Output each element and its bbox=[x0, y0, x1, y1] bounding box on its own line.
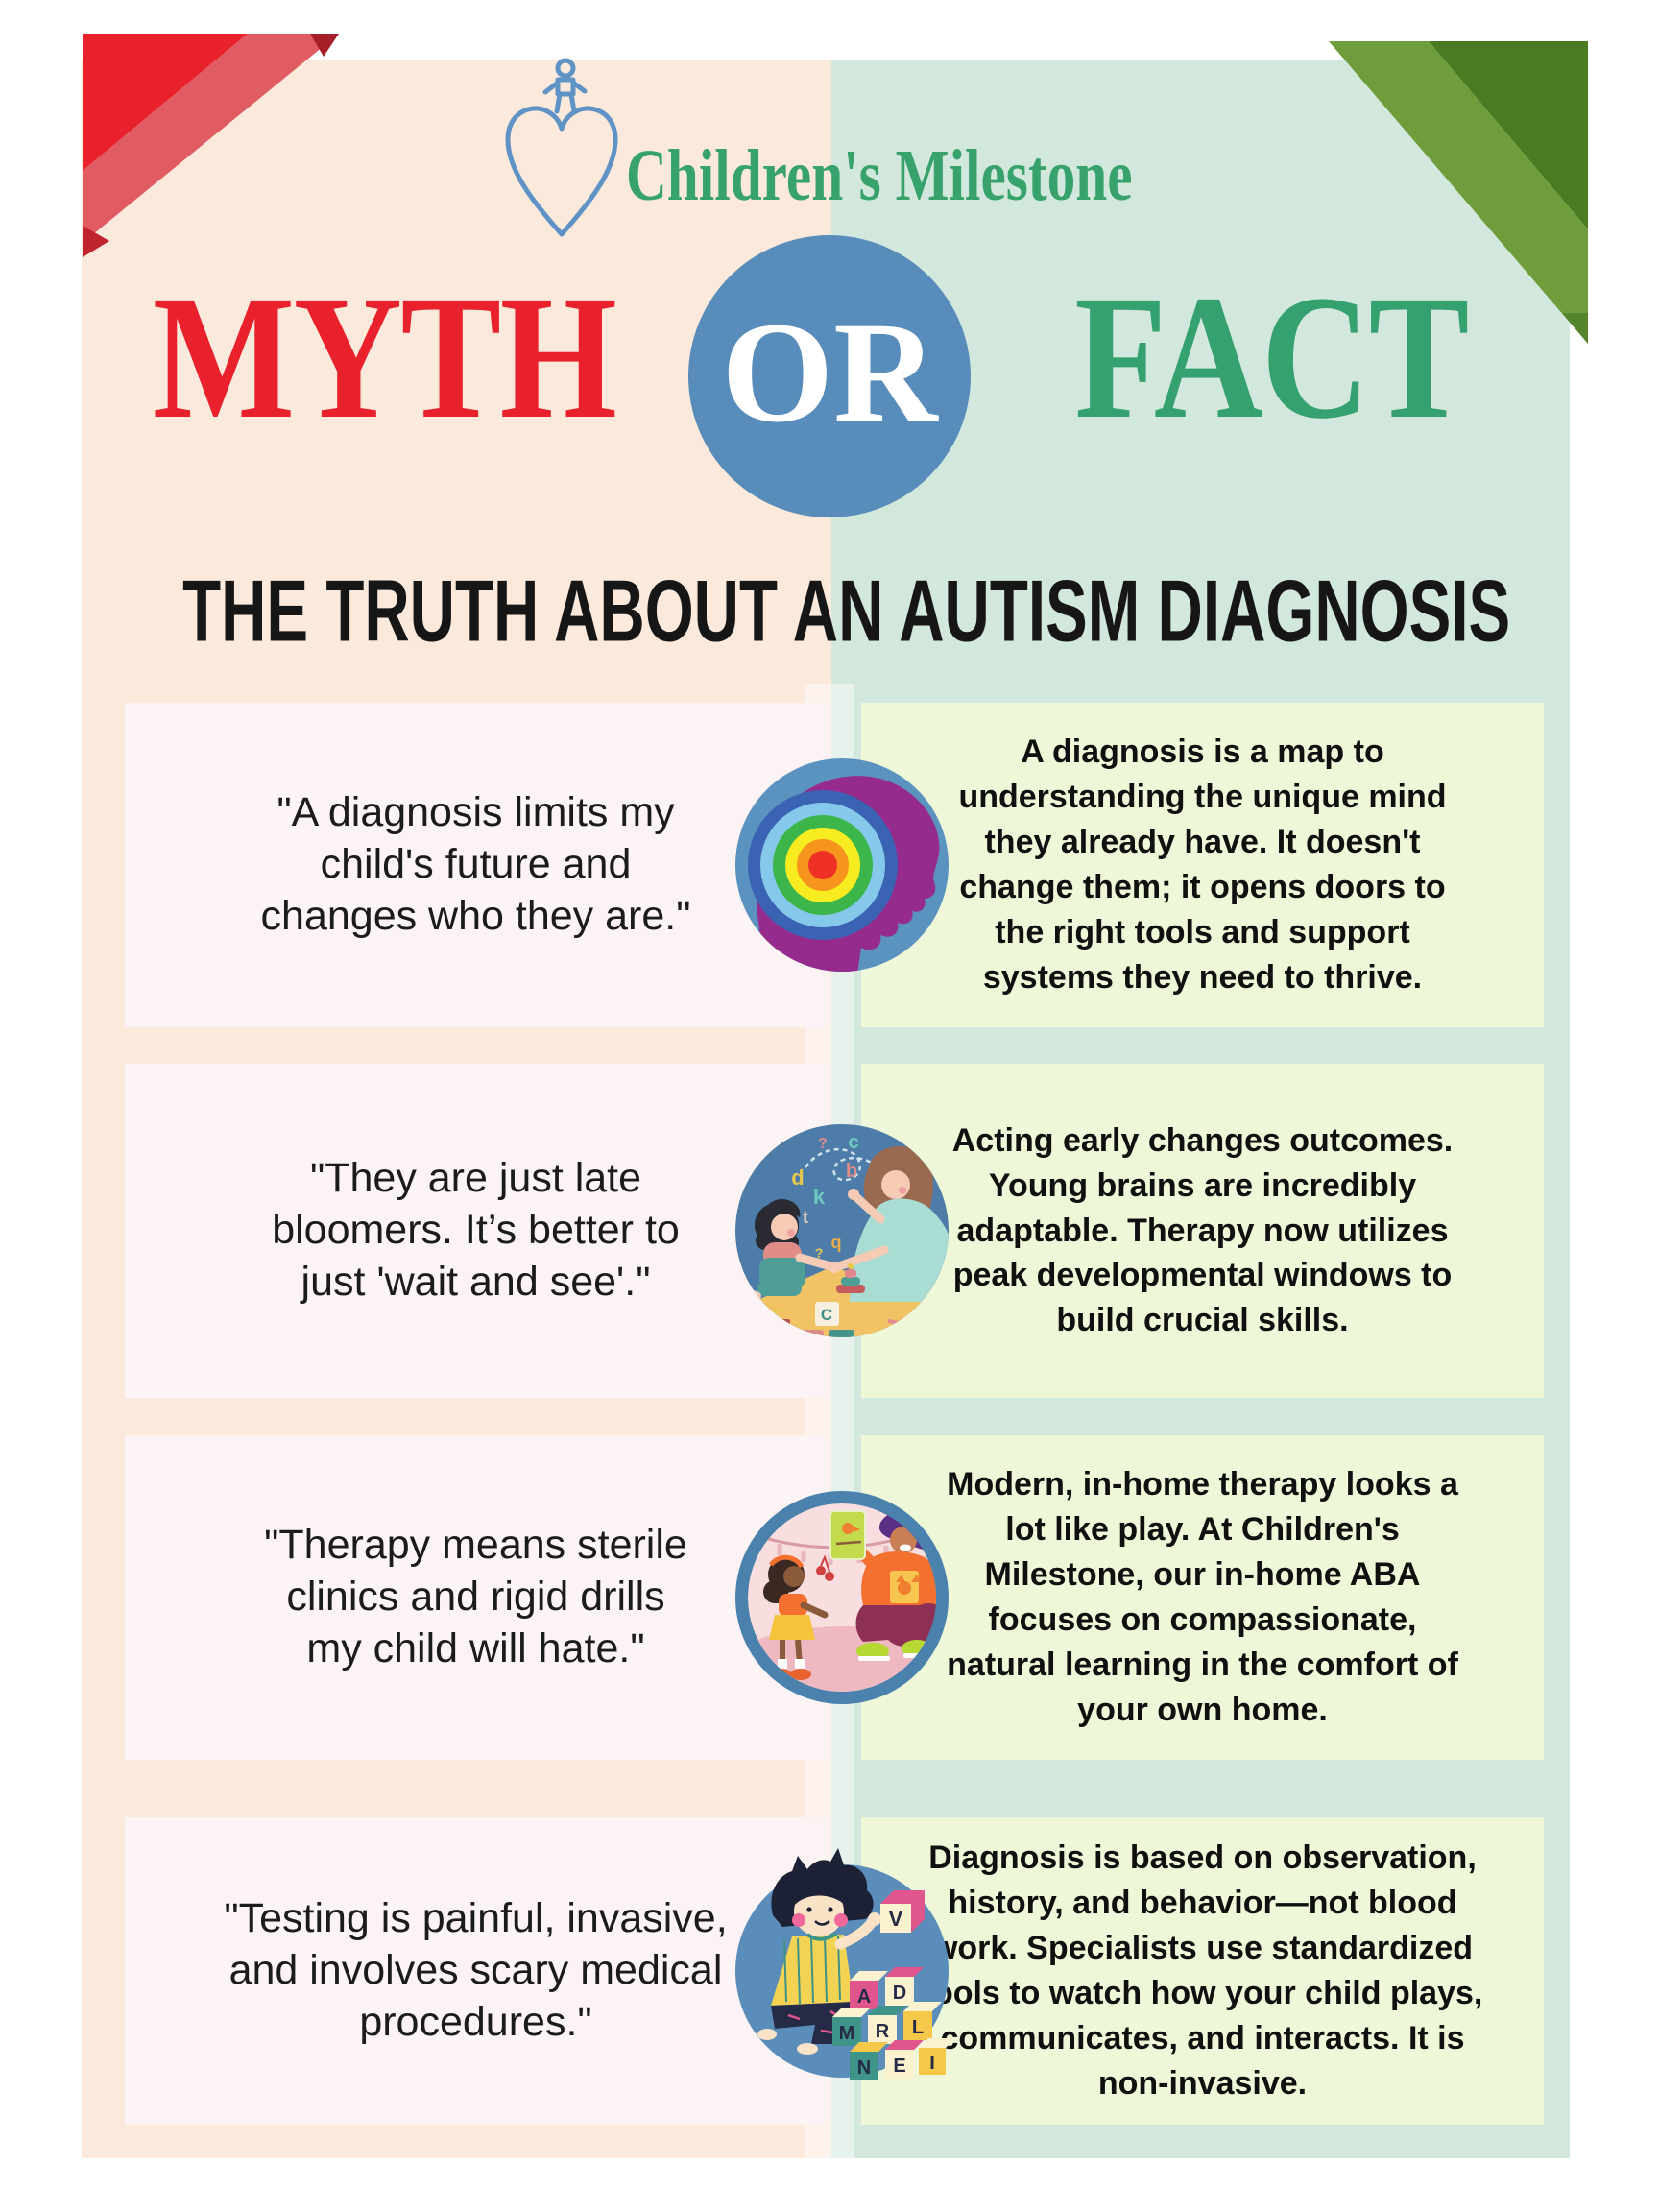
rainbow-brain-head-illustration bbox=[735, 758, 949, 972]
green-corner-ribbon bbox=[1329, 41, 1588, 344]
myth-quote-text: "A diagnosis limits my child's future an… bbox=[260, 789, 691, 939]
fact-text: Modern, in-home therapy looks a lot like… bbox=[947, 1466, 1458, 1728]
fact-card-2: Acting early changes outcomes. Young bra… bbox=[861, 1064, 1544, 1398]
myth-card-3: "Therapy means sterile clinics and rigid… bbox=[125, 1435, 827, 1760]
myth-fact-row-2: "They are just late bloomers. It’s bette… bbox=[0, 1064, 1659, 1398]
svg-text:q: q bbox=[831, 1233, 842, 1252]
myth-fact-row-1: "A diagnosis limits my child's future an… bbox=[0, 703, 1659, 1027]
svg-text:t: t bbox=[803, 1208, 808, 1227]
svg-text:R: R bbox=[876, 2021, 890, 2042]
svg-text:c: c bbox=[848, 1132, 858, 1153]
myth-heading: MYTH bbox=[152, 259, 617, 456]
svg-text:N: N bbox=[857, 2057, 871, 2079]
myth-fact-row-3: "Therapy means sterile clinics and rigid… bbox=[0, 1435, 1659, 1760]
brand-name: Children's Milestone bbox=[626, 135, 1133, 216]
heart-child-icon bbox=[505, 58, 618, 237]
fact-text: Diagnosis is based on observation, histo… bbox=[922, 1839, 1483, 2102]
fact-card-1: A diagnosis is a map to understanding th… bbox=[861, 703, 1544, 1027]
fact-text: Acting early changes outcomes. Young bra… bbox=[951, 1121, 1454, 1339]
or-badge: OR bbox=[688, 235, 971, 517]
svg-text:?: ? bbox=[815, 1245, 824, 1261]
svg-text:C: C bbox=[821, 1306, 832, 1324]
myth-quote-text: "Testing is painful, invasive, and invol… bbox=[224, 1895, 728, 2045]
or-label: OR bbox=[721, 293, 938, 452]
page-title: THE TRUTH ABOUT AN AUTISM DIAGNOSIS bbox=[182, 562, 1511, 660]
svg-text:b: b bbox=[846, 1161, 857, 1182]
svg-text:d: d bbox=[791, 1166, 804, 1190]
fact-text: A diagnosis is a map to understanding th… bbox=[958, 733, 1447, 996]
flashcard-session-illustration bbox=[735, 1491, 949, 1704]
myth-card-1: "A diagnosis limits my child's future an… bbox=[125, 703, 827, 1027]
red-corner-ribbon bbox=[83, 34, 339, 257]
myth-quote-text: "They are just late bloomers. It’s bette… bbox=[272, 1155, 680, 1305]
myth-card-4: "Testing is painful, invasive, and invol… bbox=[125, 1817, 827, 2125]
svg-text:L: L bbox=[912, 2017, 924, 2038]
svg-text:E: E bbox=[893, 2056, 905, 2077]
myth-fact-row-4: "Testing is painful, invasive, and invol… bbox=[0, 1817, 1659, 2125]
boy-alphabet-blocks-illustration: V A D M R L N E bbox=[735, 1848, 955, 2080]
myth-quote-text: "Therapy means sterile clinics and rigid… bbox=[264, 1522, 687, 1671]
svg-text:M: M bbox=[839, 2023, 855, 2044]
svg-text:I: I bbox=[929, 2053, 935, 2074]
fact-card-4: Diagnosis is based on observation, histo… bbox=[861, 1817, 1544, 2125]
myth-card-2: "They are just late bloomers. It’s bette… bbox=[125, 1064, 827, 1398]
therapist-child-play-illustration: ? c d b a k E t q ? bbox=[735, 1124, 949, 1353]
svg-text:A: A bbox=[857, 1986, 871, 2008]
svg-text:B: B bbox=[835, 1334, 847, 1353]
svg-text:D: D bbox=[893, 1983, 906, 2004]
svg-text:A: A bbox=[805, 1334, 816, 1353]
fact-heading: FACT bbox=[1074, 259, 1469, 456]
svg-text:k: k bbox=[813, 1185, 826, 1209]
fact-card-3: Modern, in-home therapy looks a lot like… bbox=[861, 1435, 1544, 1760]
svg-text:?: ? bbox=[818, 1136, 828, 1152]
svg-text:V: V bbox=[889, 1907, 903, 1931]
